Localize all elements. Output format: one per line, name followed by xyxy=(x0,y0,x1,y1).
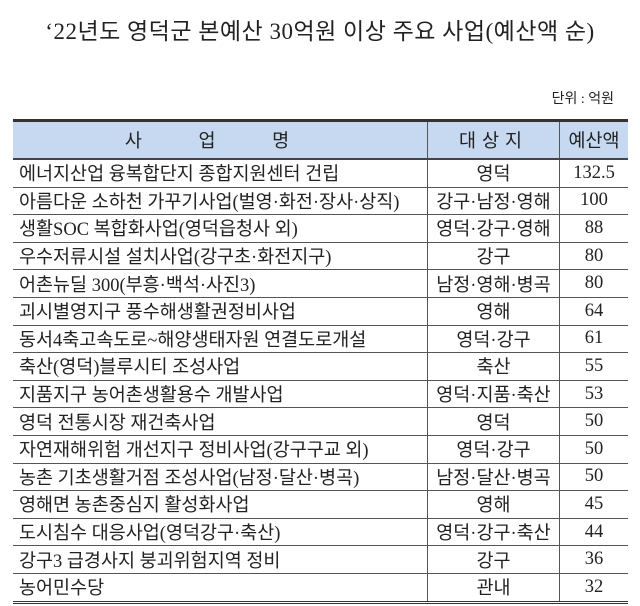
project-name-cell: 생활SOC 복합화사업(영덕읍청사 외) xyxy=(13,214,428,243)
budget-cell: 100 xyxy=(559,187,628,216)
budget-cell: 88 xyxy=(559,214,628,243)
budget-table: 사 업 명 대상지 예산액 에너지산업 융복합단지 종합지원센터 건립 영덕 132… xyxy=(13,119,628,604)
project-name-cell: 에너지산업 융복합단지 종합지원센터 건립 xyxy=(13,159,428,188)
location-cell: 강구 xyxy=(427,545,560,574)
location-cell: 남정·영해·병곡 xyxy=(427,269,560,298)
unit-label: 단위 : 억원 xyxy=(551,92,614,107)
project-name-cell: 지품지구 농어촌생활용수 개발사업 xyxy=(13,380,428,409)
budget-cell: 80 xyxy=(559,269,628,298)
header-location: 대상지 xyxy=(427,119,560,160)
budget-cell: 50 xyxy=(559,407,628,436)
header-project-name: 사 업 명 xyxy=(13,119,428,160)
table-row: 농어민수당 관내 32 xyxy=(13,573,628,604)
table-row: 에너지산업 융복합단지 종합지원센터 건립 영덕 132.5 xyxy=(13,159,628,188)
budget-cell: 44 xyxy=(559,518,628,547)
table-row: 축산(영덕)블루시티 조성사업 축산 55 xyxy=(13,352,628,381)
project-name-cell: 농어민수당 xyxy=(13,573,428,604)
table-row: 지품지구 농어촌생활용수 개발사업 영덕·지품·축산 53 xyxy=(13,380,628,409)
table-row: 영해면 농촌중심지 활성화사업 영해 45 xyxy=(13,490,628,519)
budget-cell: 45 xyxy=(559,490,628,519)
budget-cell: 64 xyxy=(559,297,628,326)
location-cell: 영덕·강구 xyxy=(427,325,560,354)
project-name-cell: 괴시별영지구 풍수해생활권정비사업 xyxy=(13,297,428,326)
table-row: 강구3 급경사지 붕괴위험지역 정비 강구 36 xyxy=(13,545,628,574)
project-name-cell: 영덕 전통시장 재건축사업 xyxy=(13,407,428,436)
budget-cell: 132.5 xyxy=(559,159,628,188)
location-cell: 영해 xyxy=(427,297,560,326)
project-name-cell: 동서4축고속도로~해양생태자원 연결도로개설 xyxy=(13,325,428,354)
budget-cell: 61 xyxy=(559,325,628,354)
location-cell: 영덕·강구 xyxy=(427,435,560,464)
budget-cell: 53 xyxy=(559,380,628,409)
location-cell: 강구 xyxy=(427,242,560,271)
location-cell: 영해 xyxy=(427,490,560,519)
table-row: 어촌뉴딜 300(부흥·백석·사진3) 남정·영해·병곡 80 xyxy=(13,269,628,298)
location-cell: 영덕·강구·축산 xyxy=(427,518,560,547)
location-cell: 남정·달산·병곡 xyxy=(427,463,560,492)
location-cell: 영덕 xyxy=(427,407,560,436)
table-header-row: 사 업 명 대상지 예산액 xyxy=(13,119,628,160)
location-cell: 영덕 xyxy=(427,159,560,188)
project-name-cell: 농촌 기초생활거점 조성사업(남정·달산·병곡) xyxy=(13,463,428,492)
project-name-cell: 아름다운 소하천 가꾸기사업(벌영·화전·장사·상직) xyxy=(13,187,428,216)
project-name-cell: 강구3 급경사지 붕괴위험지역 정비 xyxy=(13,545,428,574)
location-cell: 강구·남정·영해 xyxy=(427,187,560,216)
budget-cell: 80 xyxy=(559,242,628,271)
project-name-cell: 우수저류시설 설치사업(강구초·화전지구) xyxy=(13,242,428,271)
location-cell: 영덕·지품·축산 xyxy=(427,380,560,409)
table-row: 아름다운 소하천 가꾸기사업(벌영·화전·장사·상직) 강구·남정·영해 100 xyxy=(13,187,628,216)
location-cell: 관내 xyxy=(427,573,560,604)
table-row: 자연재해위험 개선지구 정비사업(강구구교 외) 영덕·강구 50 xyxy=(13,435,628,464)
project-name-cell: 자연재해위험 개선지구 정비사업(강구구교 외) xyxy=(13,435,428,464)
budget-cell: 55 xyxy=(559,352,628,381)
table-row: 우수저류시설 설치사업(강구초·화전지구) 강구 80 xyxy=(13,242,628,271)
table-row: 농촌 기초생활거점 조성사업(남정·달산·병곡) 남정·달산·병곡 50 xyxy=(13,463,628,492)
table-row: 괴시별영지구 풍수해생활권정비사업 영해 64 xyxy=(13,297,628,326)
table-row: 동서4축고속도로~해양생태자원 연결도로개설 영덕·강구 61 xyxy=(13,325,628,354)
location-cell: 영덕·강구·영해 xyxy=(427,214,560,243)
project-name-cell: 어촌뉴딜 300(부흥·백석·사진3) xyxy=(13,269,428,298)
project-name-cell: 도시침수 대응사업(영덕강구·축산) xyxy=(13,518,428,547)
header-budget: 예산액 xyxy=(559,119,628,160)
table-row: 생활SOC 복합화사업(영덕읍청사 외) 영덕·강구·영해 88 xyxy=(13,214,628,243)
budget-cell: 50 xyxy=(559,435,628,464)
location-cell: 축산 xyxy=(427,352,560,381)
budget-cell: 36 xyxy=(559,545,628,574)
budget-cell: 32 xyxy=(559,573,628,604)
budget-cell: 50 xyxy=(559,463,628,492)
table-row: 영덕 전통시장 재건축사업 영덕 50 xyxy=(13,407,628,436)
document-title: ‘22년도 영덕군 본예산 30억원 이상 주요 사업(예산액 순) xyxy=(45,19,595,44)
table-row: 도시침수 대응사업(영덕강구·축산) 영덕·강구·축산 44 xyxy=(13,518,628,547)
project-name-cell: 영해면 농촌중심지 활성화사업 xyxy=(13,490,428,519)
project-name-cell: 축산(영덕)블루시티 조성사업 xyxy=(13,352,428,381)
